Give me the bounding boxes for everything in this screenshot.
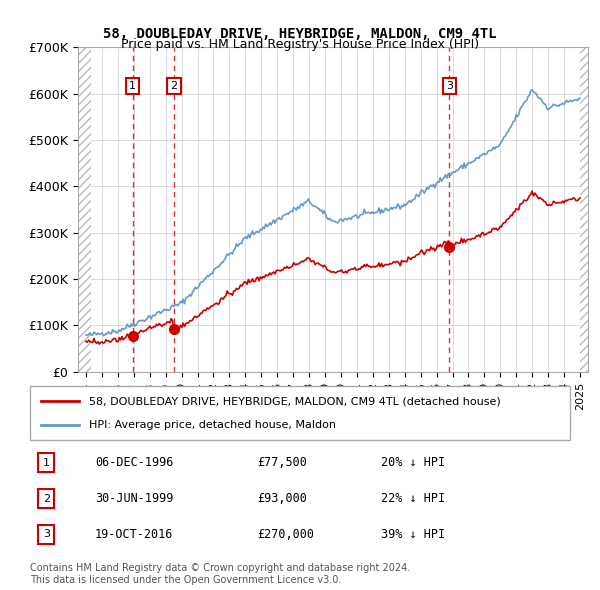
Text: 3: 3 [43, 529, 50, 539]
Text: 19-OCT-2016: 19-OCT-2016 [95, 528, 173, 541]
Text: £270,000: £270,000 [257, 528, 314, 541]
Text: 2: 2 [170, 81, 177, 91]
Text: 30-JUN-1999: 30-JUN-1999 [95, 492, 173, 505]
Text: £77,500: £77,500 [257, 456, 307, 469]
Text: Price paid vs. HM Land Registry's House Price Index (HPI): Price paid vs. HM Land Registry's House … [121, 38, 479, 51]
Text: 39% ↓ HPI: 39% ↓ HPI [381, 528, 445, 541]
Bar [78, 47, 91, 372]
Text: 22% ↓ HPI: 22% ↓ HPI [381, 492, 445, 505]
Bar [580, 47, 588, 372]
Text: 58, DOUBLEDAY DRIVE, HEYBRIDGE, MALDON, CM9 4TL (detached house): 58, DOUBLEDAY DRIVE, HEYBRIDGE, MALDON, … [89, 396, 501, 407]
Text: 1: 1 [43, 458, 50, 468]
Text: 20% ↓ HPI: 20% ↓ HPI [381, 456, 445, 469]
Text: 58, DOUBLEDAY DRIVE, HEYBRIDGE, MALDON, CM9 4TL: 58, DOUBLEDAY DRIVE, HEYBRIDGE, MALDON, … [103, 27, 497, 41]
Text: Contains HM Land Registry data © Crown copyright and database right 2024.
This d: Contains HM Land Registry data © Crown c… [30, 563, 410, 585]
FancyBboxPatch shape [30, 386, 570, 440]
Text: 3: 3 [446, 81, 453, 91]
Text: HPI: Average price, detached house, Maldon: HPI: Average price, detached house, Mald… [89, 419, 337, 430]
Text: £93,000: £93,000 [257, 492, 307, 505]
Text: 06-DEC-1996: 06-DEC-1996 [95, 456, 173, 469]
Text: 1: 1 [129, 81, 136, 91]
Text: 2: 2 [43, 494, 50, 503]
